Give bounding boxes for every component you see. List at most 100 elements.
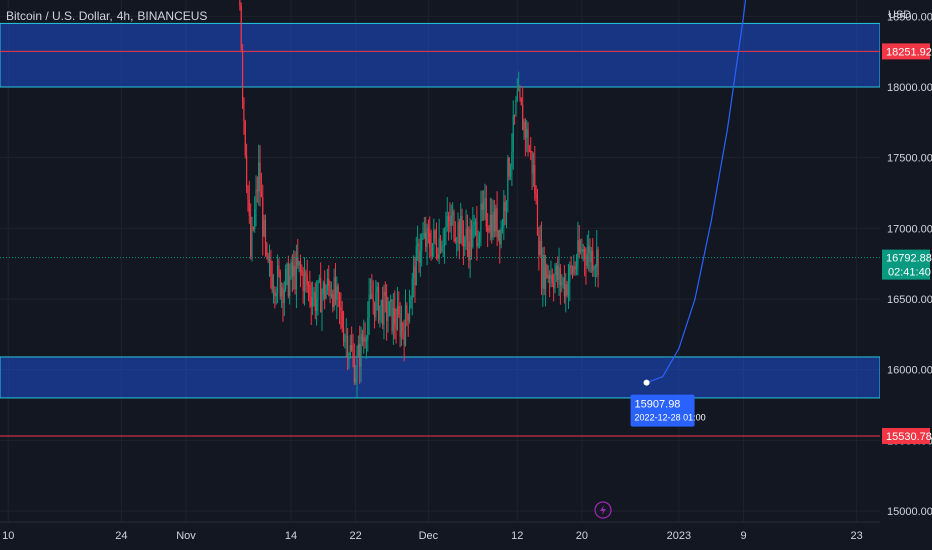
candle-body — [322, 282, 324, 295]
candle — [384, 281, 386, 313]
candle — [328, 265, 330, 297]
candle-body — [429, 232, 431, 248]
candle — [252, 226, 254, 232]
candle — [282, 282, 284, 322]
projection-point[interactable] — [643, 379, 650, 386]
candle-body — [360, 334, 362, 367]
candle — [511, 133, 513, 186]
candle-body — [314, 292, 316, 312]
candle — [505, 200, 508, 229]
candle-body — [365, 340, 368, 342]
candle — [559, 264, 561, 305]
candle-body — [246, 155, 248, 187]
candle-body — [483, 200, 485, 210]
x-tick-label: 23 — [851, 530, 863, 542]
candle — [357, 335, 359, 357]
candle-body — [485, 198, 487, 227]
horizontal-price-lines[interactable] — [0, 0, 880, 437]
candle — [593, 265, 595, 277]
projection-line[interactable] — [646, 0, 801, 384]
candle — [547, 265, 549, 283]
candle-body — [478, 233, 481, 244]
candle — [429, 216, 431, 258]
candle-body — [553, 283, 555, 289]
candle-body — [254, 209, 256, 229]
candle — [430, 229, 432, 261]
price-badge — [882, 427, 930, 444]
candle-body — [544, 264, 547, 290]
candle-body — [593, 268, 595, 271]
candle-body — [250, 215, 252, 257]
candle — [379, 305, 381, 328]
support-resistance-zones[interactable] — [0, 0, 881, 399]
candle-body — [336, 285, 338, 300]
time-axis[interactable]: 10 24 Nov 14 22 Dec 12 20 2023 9 23 — [0, 501, 880, 550]
zone-rectangle[interactable] — [0, 356, 881, 399]
candle-body — [247, 186, 249, 200]
candle — [402, 321, 404, 340]
candle-body — [258, 162, 260, 192]
candle-body — [518, 88, 520, 92]
candle-body — [403, 331, 405, 346]
candle-body — [412, 266, 415, 279]
candle — [287, 255, 289, 299]
candle — [309, 270, 311, 308]
candle — [322, 280, 324, 301]
candle-body — [371, 293, 373, 299]
candle — [302, 267, 304, 304]
candle-body — [359, 343, 361, 367]
candle — [446, 197, 448, 232]
candle-body — [481, 203, 483, 210]
candle — [373, 301, 376, 329]
candle — [395, 308, 397, 344]
candle-body — [565, 284, 567, 297]
candle — [468, 226, 470, 269]
zone-rectangle[interactable] — [0, 22, 881, 88]
lightning-event-icon[interactable] — [594, 501, 612, 519]
candle — [569, 261, 571, 302]
candle — [334, 263, 337, 306]
candle-body — [279, 271, 281, 297]
candle — [298, 260, 300, 273]
candle-body — [316, 298, 318, 312]
candle-body — [546, 264, 548, 278]
candle — [380, 299, 382, 324]
candle-body — [539, 241, 541, 256]
candle-body — [582, 249, 584, 252]
candle — [297, 238, 299, 270]
candle — [562, 276, 564, 289]
candle — [546, 263, 548, 279]
price-badge-label: 18251.92 — [886, 46, 932, 58]
candle-body — [569, 265, 571, 282]
candle-body — [469, 229, 471, 261]
candle — [415, 236, 417, 286]
candle-body — [511, 151, 513, 168]
candle-body — [283, 288, 285, 304]
candle — [352, 333, 354, 368]
candle — [597, 246, 599, 288]
candle-body — [504, 202, 506, 211]
candle-body — [425, 232, 427, 247]
candle-body — [266, 243, 268, 256]
candle — [452, 202, 454, 226]
candle-body — [488, 230, 490, 233]
candle-body — [263, 219, 265, 237]
candle-body — [563, 278, 566, 297]
candle-body — [349, 345, 351, 356]
y-tick-label: 15000.00 — [887, 506, 932, 518]
candle — [372, 280, 374, 315]
candle — [294, 251, 296, 295]
candle-body — [446, 216, 448, 227]
x-tick-label: Nov — [176, 530, 196, 542]
candle-body — [298, 261, 300, 266]
candle — [317, 280, 319, 316]
tooltip-value: 15907.98 — [635, 399, 681, 411]
candle — [516, 78, 518, 103]
candle — [254, 196, 256, 233]
projection-curve[interactable]: 15907.98 2022-12-28 01:00 — [630, 0, 801, 427]
candle-body — [527, 128, 529, 151]
candle-body — [260, 192, 263, 198]
candle-body — [531, 151, 533, 174]
